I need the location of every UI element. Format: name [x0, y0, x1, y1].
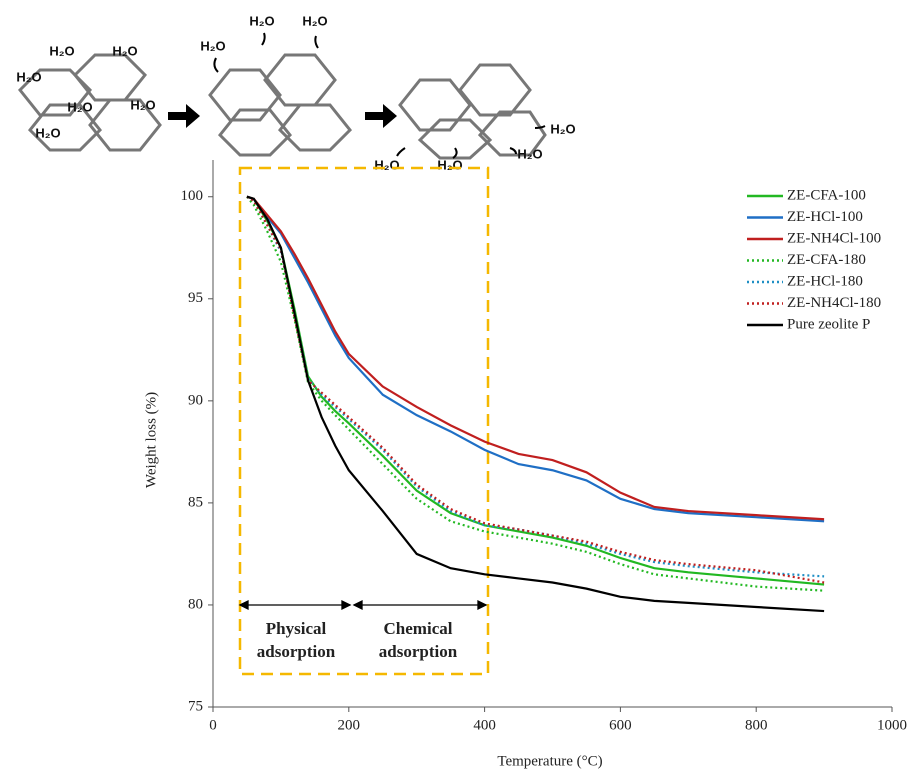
release-arrow — [213, 32, 546, 159]
annotation: adsorption — [257, 642, 336, 661]
x-tick-label: 400 — [473, 717, 496, 733]
h2o-label: H₂O — [550, 121, 575, 136]
h2o-label: H₂O — [130, 97, 155, 112]
h2o-label: H₂O — [49, 43, 74, 58]
legend-label: ZE-HCl-100 — [787, 209, 863, 225]
h2o-label: H₂O — [437, 157, 462, 172]
h2o-label: H₂O — [302, 13, 327, 28]
legend-label: ZE-NH4Cl-180 — [787, 295, 881, 311]
zeolite-framework — [17, 53, 547, 160]
y-axis-title: Weight loss (%) — [143, 392, 159, 488]
annotation: adsorption — [379, 642, 458, 661]
series-line — [246, 195, 825, 521]
x-tick-label: 600 — [609, 717, 632, 733]
series-line — [246, 196, 825, 592]
series-line — [246, 195, 825, 523]
process-arrow — [365, 104, 397, 128]
legend-label: ZE-HCl-180 — [787, 273, 863, 289]
region-box — [238, 166, 490, 676]
y-tick-label: 80 — [188, 596, 203, 612]
legend-label: ZE-CFA-180 — [787, 252, 866, 268]
illustration: H₂O H₂O H₂O H₂O H₂O H₂O H₂O H₂O H₂O H₂O … — [16, 13, 575, 172]
annotation: Chemical — [384, 619, 453, 638]
y-tick-label: 75 — [188, 698, 203, 714]
h2o-label: H₂O — [374, 157, 399, 172]
legend-label: ZE-CFA-100 — [787, 187, 866, 203]
x-tick-label: 1000 — [877, 717, 907, 733]
y-tick-label: 100 — [181, 188, 204, 204]
x-axis-title: Temperature (°C) — [497, 753, 602, 769]
x-tick-label: 800 — [745, 717, 768, 733]
y-tick-label: 90 — [188, 392, 203, 408]
h2o-label: H₂O — [16, 69, 41, 84]
x-tick-label: 0 — [209, 717, 217, 733]
series-line — [246, 195, 825, 586]
series-line — [246, 195, 825, 584]
h2o-label: H₂O — [112, 43, 137, 58]
y-tick-label: 85 — [188, 494, 203, 510]
x-tick-label: 200 — [338, 717, 361, 733]
y-tick-label: 95 — [188, 290, 203, 306]
legend-label: Pure zeolite P — [787, 316, 870, 332]
h2o-label: H₂O — [67, 99, 92, 114]
annotation: Physical — [266, 619, 327, 638]
h2o-label: H₂O — [249, 13, 274, 28]
h2o-label: H₂O — [200, 38, 225, 53]
h2o-label: H₂O — [517, 146, 542, 161]
process-arrow — [168, 104, 200, 128]
series-line — [246, 195, 825, 578]
legend-label: ZE-NH4Cl-100 — [787, 230, 881, 246]
series-line — [246, 195, 825, 613]
region-arrows — [238, 599, 488, 611]
h2o-label: H₂O — [35, 125, 60, 140]
